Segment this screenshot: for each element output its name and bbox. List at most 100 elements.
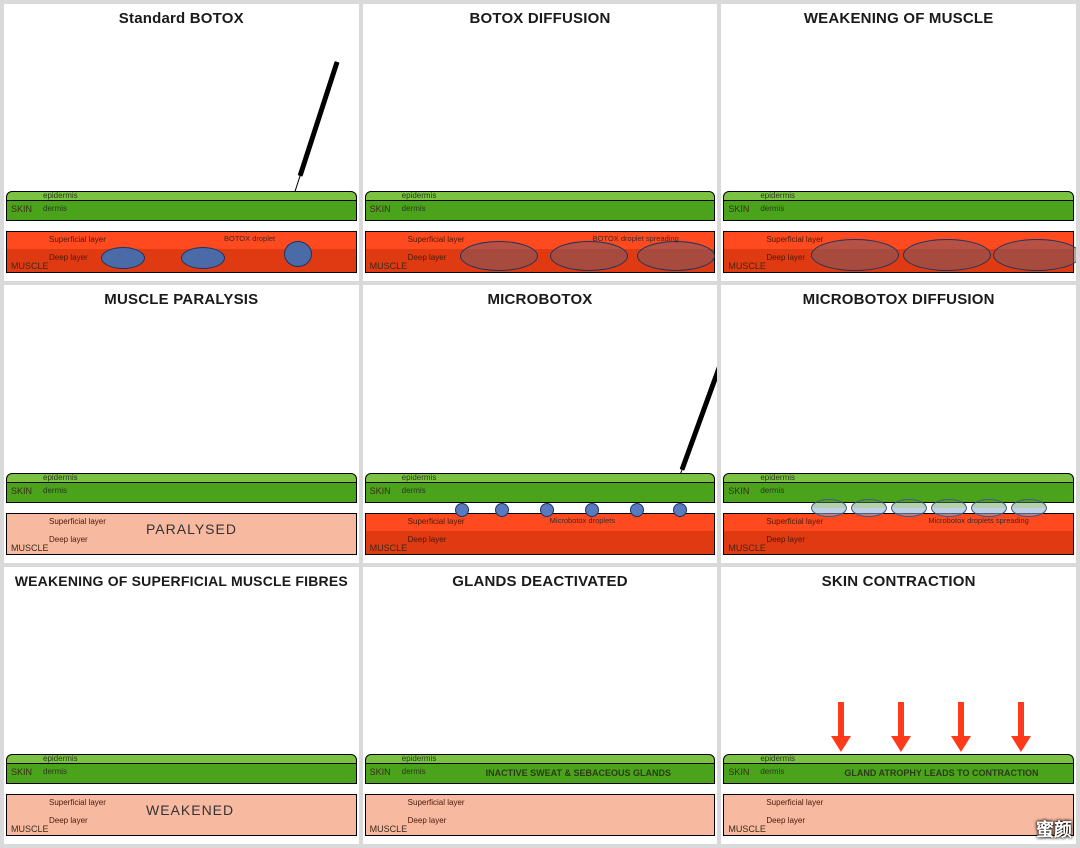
epidermis-layer: epidermis (365, 473, 716, 483)
microbotox-droplet (540, 503, 554, 517)
microbotox-droplet (630, 503, 644, 517)
panel-title: BOTOX DIFFUSION (363, 4, 718, 29)
diagram-grid: Standard BOTOXepidermisSKINdermisSuperfi… (0, 0, 1080, 848)
superficial-label: Superficial layer (49, 517, 106, 526)
muscle-side-label: MUSCLE (728, 543, 766, 553)
dermis-layer: SKINdermis (365, 201, 716, 221)
superficial-label: Superficial layer (408, 235, 465, 244)
dermis-layer: SKIN dermis (365, 483, 716, 503)
contraction-arrow-icon (831, 702, 851, 752)
superficial-label: Superficial layer (766, 235, 823, 244)
superficial-label: Superficial layer (766, 798, 823, 807)
deep-label: Deep layer (49, 253, 88, 262)
dermis-label: dermis (43, 204, 67, 213)
deep-label: Deep layer (766, 253, 805, 262)
microbotox-diffusion-ellipse (1011, 499, 1047, 517)
botox-diffusion-ellipse (460, 241, 538, 271)
muscle-state-label: PARALYSED (146, 521, 237, 537)
microbotox-diffusion-ellipse (971, 499, 1007, 517)
annotation-label: Microbotox droplets (550, 516, 615, 525)
panel-stage: epidermis SKIN dermis Superficial layer MUSC… (363, 310, 718, 562)
panel-title: GLANDS DEACTIVATED (363, 567, 718, 592)
panel-stage: epidermisSKINdermisSuperficial layerMUSC… (721, 310, 1076, 562)
watermark: 蜜颜 (1036, 816, 1072, 842)
tissue-layers: epidermisSKINdermisSuperficial layerMUSC… (6, 473, 357, 555)
deep-muscle-layer: MUSCLEDeep layer (365, 531, 716, 555)
tissue-layers: epidermis SKIN dermis Superficial layer MUSC… (365, 473, 716, 555)
panel-p2: BOTOX DIFFUSION epidermisSKINdermis Superf… (363, 4, 718, 281)
epidermis-label: epidermis (43, 473, 78, 482)
dermis-label: dermis (760, 767, 784, 776)
epidermis-label: epidermis (43, 191, 78, 200)
dermis-label: dermis (760, 204, 784, 213)
muscle-state-label: WEAKENED (146, 802, 234, 818)
panel-stage: epidermis SKIN dermis Superficial layer MUSC… (721, 29, 1076, 281)
subdermal-gap (6, 221, 357, 231)
botox-diffusion-ellipse (550, 241, 628, 271)
dermis-layer: SKINdermisGLAND ATROPHY LEADS TO CONTRAC… (723, 764, 1074, 784)
superficial-muscle-layer: Superficial layer (365, 513, 716, 531)
superficial-muscle-layer: Superficial layer (365, 794, 716, 812)
superficial-label: Superficial layer (408, 517, 465, 526)
deep-muscle-layer: MUSCLEDeep layer (365, 812, 716, 836)
skin-side-label: SKIN (370, 767, 391, 777)
panel-stage: epidermisSKINdermisSuperficial layerMUSC… (4, 29, 359, 281)
deep-muscle-layer: MUSCLEDeep layer (723, 531, 1074, 555)
panel-p6: MICROBOTOX DIFFUSIONepidermisSKINdermisS… (721, 285, 1076, 562)
dermis-message: GLAND ATROPHY LEADS TO CONTRACTION (844, 768, 1038, 778)
epidermis-layer: epidermis (365, 191, 716, 201)
microbotox-droplet (585, 503, 599, 517)
panel-title: SKIN CONTRACTION (721, 567, 1076, 592)
dermis-label: dermis (43, 767, 67, 776)
epidermis-layer: epidermis (723, 754, 1074, 764)
contraction-arrow-icon (951, 702, 971, 752)
panel-title: WEAKENING OF SUPERFICIAL MUSCLE FIBRES (4, 567, 359, 591)
superficial-label: Superficial layer (408, 798, 465, 807)
superficial-label: Superficial layer (49, 798, 106, 807)
panel-stage: epidermisSKINdermis Superficial layer MUSC… (363, 29, 718, 281)
epidermis-label: epidermis (402, 473, 437, 482)
epidermis-layer: epidermis (365, 754, 716, 764)
tissue-layers: epidermisSKINdermisSuperficial layerMUSC… (723, 473, 1074, 555)
epidermis-label: epidermis (760, 473, 795, 482)
panel-p4: MUSCLE PARALYSISepidermisSKINdermisSuper… (4, 285, 359, 562)
epidermis-layer: epidermis (723, 191, 1074, 201)
contraction-arrow-icon (891, 702, 911, 752)
dermis-layer: SKIN dermis (723, 201, 1074, 221)
skin-side-label: SKIN (728, 204, 749, 214)
muscle-side-label: MUSCLE (11, 824, 49, 834)
muscle-side-label: MUSCLE (370, 543, 408, 553)
superficial-label: Superficial layer (49, 235, 106, 244)
subdermal-gap (723, 221, 1074, 231)
panel-title: WEAKENING OF MUSCLE (721, 4, 1076, 29)
tissue-layers: epidermisSKINdermis Superficial layer MUSC… (365, 191, 716, 273)
muscle-side-label: MUSCLE (11, 543, 49, 553)
panel-p3: WEAKENING OF MUSCLE epidermis SKIN dermis Su… (721, 4, 1076, 281)
subdermal-gap (6, 784, 357, 794)
annotation-label: BOTOX droplet spreading (593, 234, 679, 243)
dermis-label: dermis (43, 486, 67, 495)
skin-side-label: SKIN (370, 486, 391, 496)
microbotox-droplet (673, 503, 687, 517)
contraction-arrow-icon (1011, 702, 1031, 752)
microbotox-droplet (495, 503, 509, 517)
epidermis-label: epidermis (402, 191, 437, 200)
microbotox-diffusion-ellipse (811, 499, 847, 517)
dermis-label: dermis (402, 486, 426, 495)
subdermal-gap (365, 784, 716, 794)
muscle-side-label: MUSCLE (370, 261, 408, 271)
deep-label: Deep layer (408, 535, 447, 544)
deep-label: Deep layer (766, 535, 805, 544)
epidermis-layer: epidermis (6, 754, 357, 764)
dermis-layer: SKINdermisINACTIVE SWEAT & SEBACEOUS GLA… (365, 764, 716, 784)
muscle-side-label: MUSCLE (11, 261, 49, 271)
panel-title: MICROBOTOX (363, 285, 718, 310)
deep-label: Deep layer (49, 535, 88, 544)
superficial-muscle-layer: Superficial layer (723, 794, 1074, 812)
dermis-message: INACTIVE SWEAT & SEBACEOUS GLANDS (486, 768, 671, 778)
panel-stage: epidermisSKINdermisGLAND ATROPHY LEADS T… (721, 592, 1076, 844)
muscle-side-label: MUSCLE (370, 824, 408, 834)
panel-stage: epidermisSKINdermisINACTIVE SWEAT & SEBA… (363, 592, 718, 844)
muscle-side-label: MUSCLE (728, 261, 766, 271)
deep-label: Deep layer (49, 816, 88, 825)
